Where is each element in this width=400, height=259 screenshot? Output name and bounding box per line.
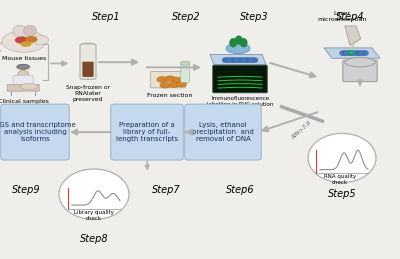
- Text: Step5: Step5: [328, 189, 356, 199]
- Ellipse shape: [222, 57, 229, 63]
- Ellipse shape: [240, 38, 248, 47]
- Ellipse shape: [347, 51, 354, 56]
- FancyBboxPatch shape: [80, 44, 96, 79]
- Ellipse shape: [24, 25, 36, 36]
- Ellipse shape: [13, 25, 27, 37]
- Ellipse shape: [160, 82, 170, 88]
- Text: Step3: Step3: [240, 12, 268, 22]
- Text: Laser
microdissection: Laser microdissection: [317, 11, 367, 22]
- Ellipse shape: [15, 37, 29, 44]
- Ellipse shape: [354, 51, 361, 56]
- FancyBboxPatch shape: [181, 64, 190, 82]
- Ellipse shape: [235, 35, 243, 45]
- Ellipse shape: [17, 64, 30, 69]
- Ellipse shape: [25, 36, 38, 43]
- Ellipse shape: [340, 51, 347, 56]
- FancyBboxPatch shape: [150, 71, 186, 88]
- Ellipse shape: [361, 51, 368, 56]
- Text: Mouse tissues: Mouse tissues: [2, 56, 46, 61]
- Ellipse shape: [240, 57, 247, 63]
- Ellipse shape: [169, 82, 179, 88]
- Ellipse shape: [229, 38, 237, 47]
- Polygon shape: [345, 26, 361, 45]
- Text: Step7: Step7: [152, 185, 180, 195]
- Text: Immunofluorescence
labelling in RVC solution: Immunofluorescence labelling in RVC solu…: [207, 96, 273, 107]
- Text: Step4: Step4: [336, 12, 364, 22]
- Text: Preparation of a
library of full-
length transcripts: Preparation of a library of full- length…: [116, 122, 178, 142]
- FancyBboxPatch shape: [1, 104, 69, 160]
- Ellipse shape: [229, 57, 236, 63]
- Text: Snap-frozen or
RNAlater
preserved: Snap-frozen or RNAlater preserved: [66, 85, 110, 102]
- Ellipse shape: [20, 83, 38, 90]
- Ellipse shape: [226, 57, 233, 63]
- Text: Step6: Step6: [226, 185, 254, 195]
- Text: Library quality
check: Library quality check: [74, 210, 114, 221]
- FancyBboxPatch shape: [185, 104, 261, 160]
- Text: Frozen section: Frozen section: [147, 93, 193, 98]
- Ellipse shape: [59, 169, 129, 219]
- Polygon shape: [324, 48, 380, 58]
- Ellipse shape: [20, 41, 32, 47]
- Text: Step2: Step2: [172, 12, 200, 22]
- Text: Lysis, ethanol
precipitation  and
removal of DNA: Lysis, ethanol precipitation and removal…: [192, 122, 254, 142]
- Ellipse shape: [349, 51, 354, 54]
- Ellipse shape: [18, 70, 29, 79]
- Ellipse shape: [343, 51, 350, 56]
- FancyBboxPatch shape: [111, 104, 183, 160]
- Text: Step9: Step9: [12, 185, 40, 195]
- FancyBboxPatch shape: [82, 62, 94, 77]
- FancyBboxPatch shape: [343, 60, 377, 82]
- Ellipse shape: [345, 57, 375, 67]
- Text: Step1: Step1: [92, 12, 120, 22]
- Text: Step8: Step8: [80, 234, 108, 244]
- Ellipse shape: [350, 51, 358, 56]
- FancyBboxPatch shape: [7, 84, 39, 91]
- FancyBboxPatch shape: [213, 65, 267, 93]
- Ellipse shape: [165, 76, 175, 82]
- Ellipse shape: [233, 57, 240, 63]
- Ellipse shape: [236, 57, 244, 63]
- Ellipse shape: [157, 77, 167, 82]
- Ellipse shape: [176, 81, 186, 87]
- Ellipse shape: [173, 77, 183, 83]
- Text: RIN>7.0: RIN>7.0: [291, 119, 313, 140]
- Polygon shape: [210, 54, 266, 65]
- Text: RNA quality
check: RNA quality check: [324, 174, 356, 185]
- Ellipse shape: [308, 133, 376, 183]
- Ellipse shape: [33, 35, 49, 45]
- Ellipse shape: [82, 43, 94, 48]
- FancyBboxPatch shape: [13, 75, 33, 86]
- Ellipse shape: [247, 57, 254, 63]
- Ellipse shape: [244, 57, 251, 63]
- Ellipse shape: [180, 61, 190, 65]
- Ellipse shape: [2, 31, 46, 52]
- Ellipse shape: [226, 43, 250, 54]
- Ellipse shape: [358, 51, 365, 56]
- Text: Clinical samples: Clinical samples: [0, 99, 49, 104]
- Ellipse shape: [251, 57, 258, 63]
- Text: NGS and transcriptome
analysis including
isoforms: NGS and transcriptome analysis including…: [0, 122, 76, 142]
